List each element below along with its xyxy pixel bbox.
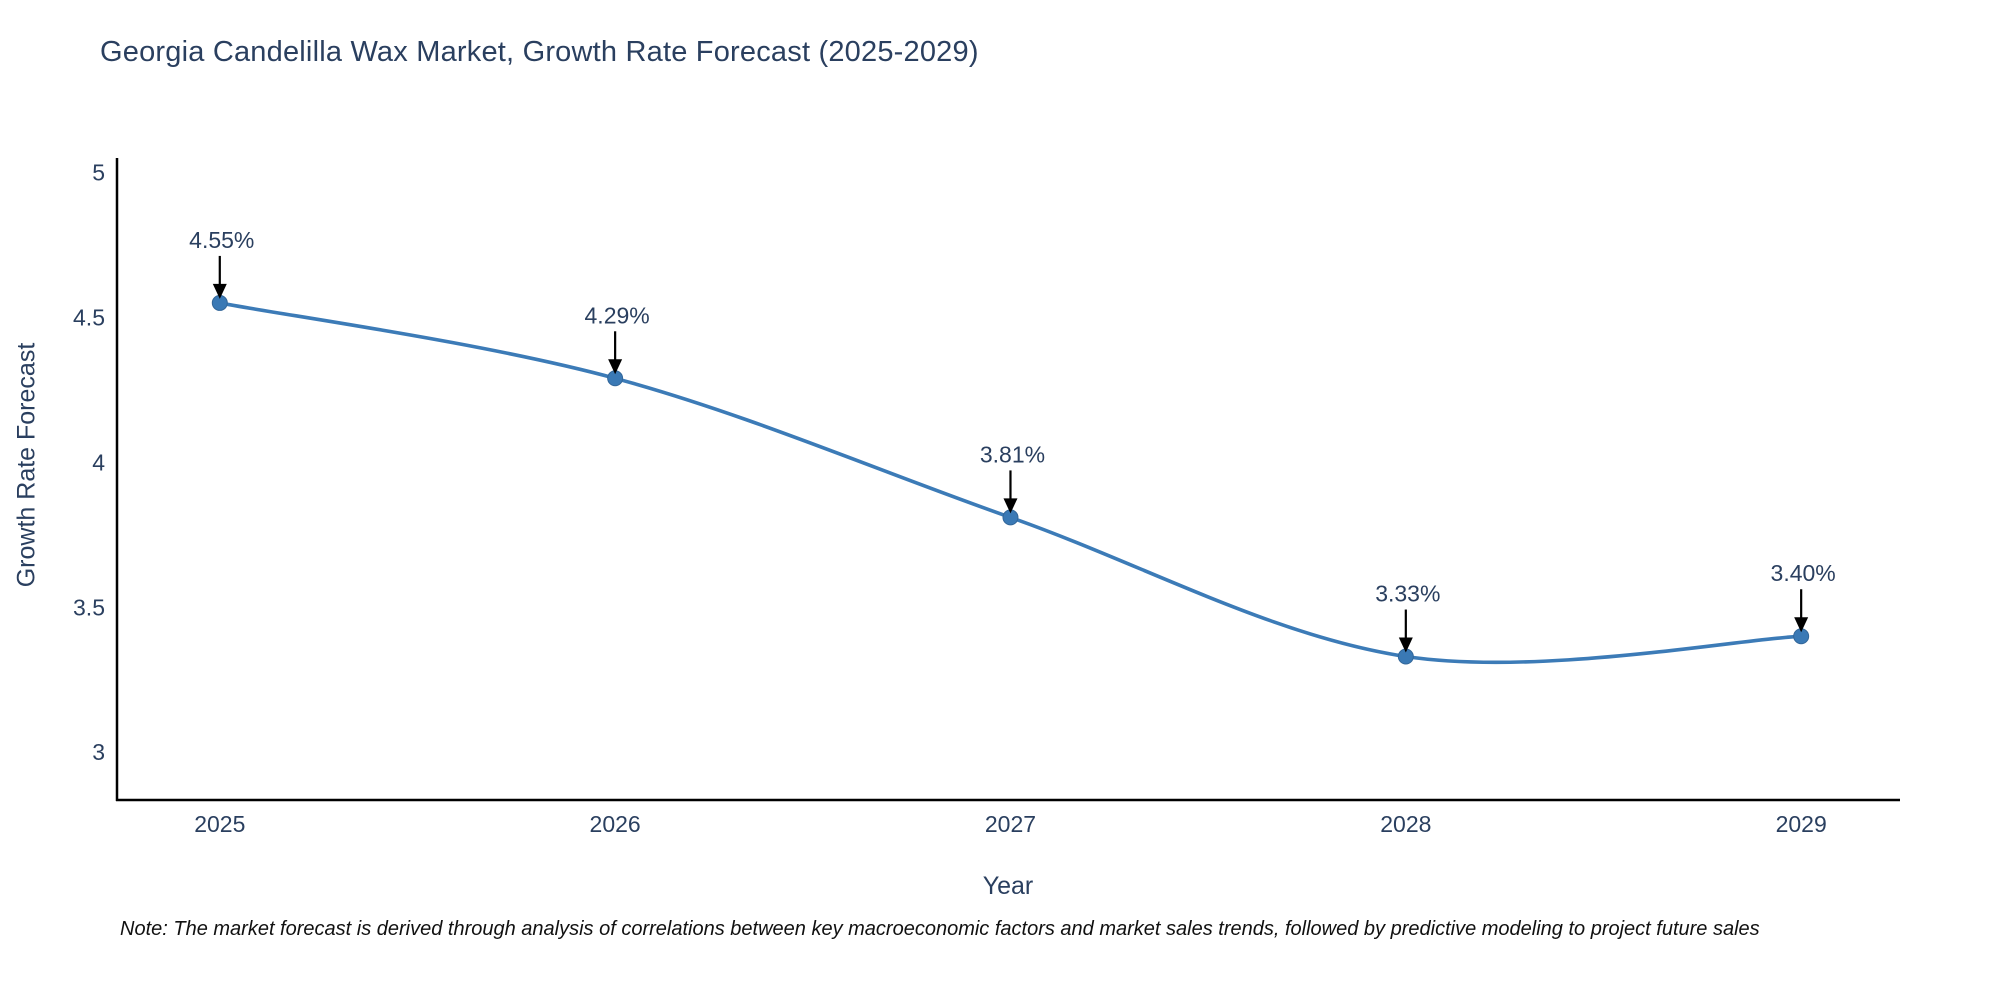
y-tick-label: 4.5	[73, 304, 105, 330]
y-tick-label: 3	[92, 739, 105, 765]
annotation-arrowhead	[608, 359, 623, 375]
point-value-label: 3.40%	[1771, 560, 1836, 586]
y-tick-label: 3.5	[73, 594, 105, 620]
point-value-label: 4.55%	[189, 227, 254, 253]
x-tick-label: 2028	[1380, 811, 1431, 837]
x-tick-label: 2027	[985, 811, 1036, 837]
point-value-label: 3.81%	[980, 441, 1045, 467]
annotation-arrowhead	[1398, 637, 1413, 653]
annotation-arrowhead	[1794, 617, 1809, 633]
annotation-arrowhead	[212, 283, 227, 299]
chart-title: Georgia Candelilla Wax Market, Growth Ra…	[100, 36, 979, 68]
footnote: Note: The market forecast is derived thr…	[120, 918, 1760, 940]
y-axis-title: Growth Rate Forecast	[12, 342, 41, 588]
y-tick-label: 4	[92, 449, 105, 475]
annotation-arrowhead	[1003, 498, 1018, 514]
x-tick-label: 2025	[194, 811, 245, 837]
point-value-label: 3.33%	[1375, 581, 1440, 607]
x-tick-label: 2029	[1776, 811, 1827, 837]
y-tick-label: 5	[92, 159, 105, 185]
point-value-label: 4.29%	[585, 302, 650, 328]
x-axis-title: Year	[982, 872, 1034, 900]
x-tick-label: 2026	[590, 811, 641, 837]
